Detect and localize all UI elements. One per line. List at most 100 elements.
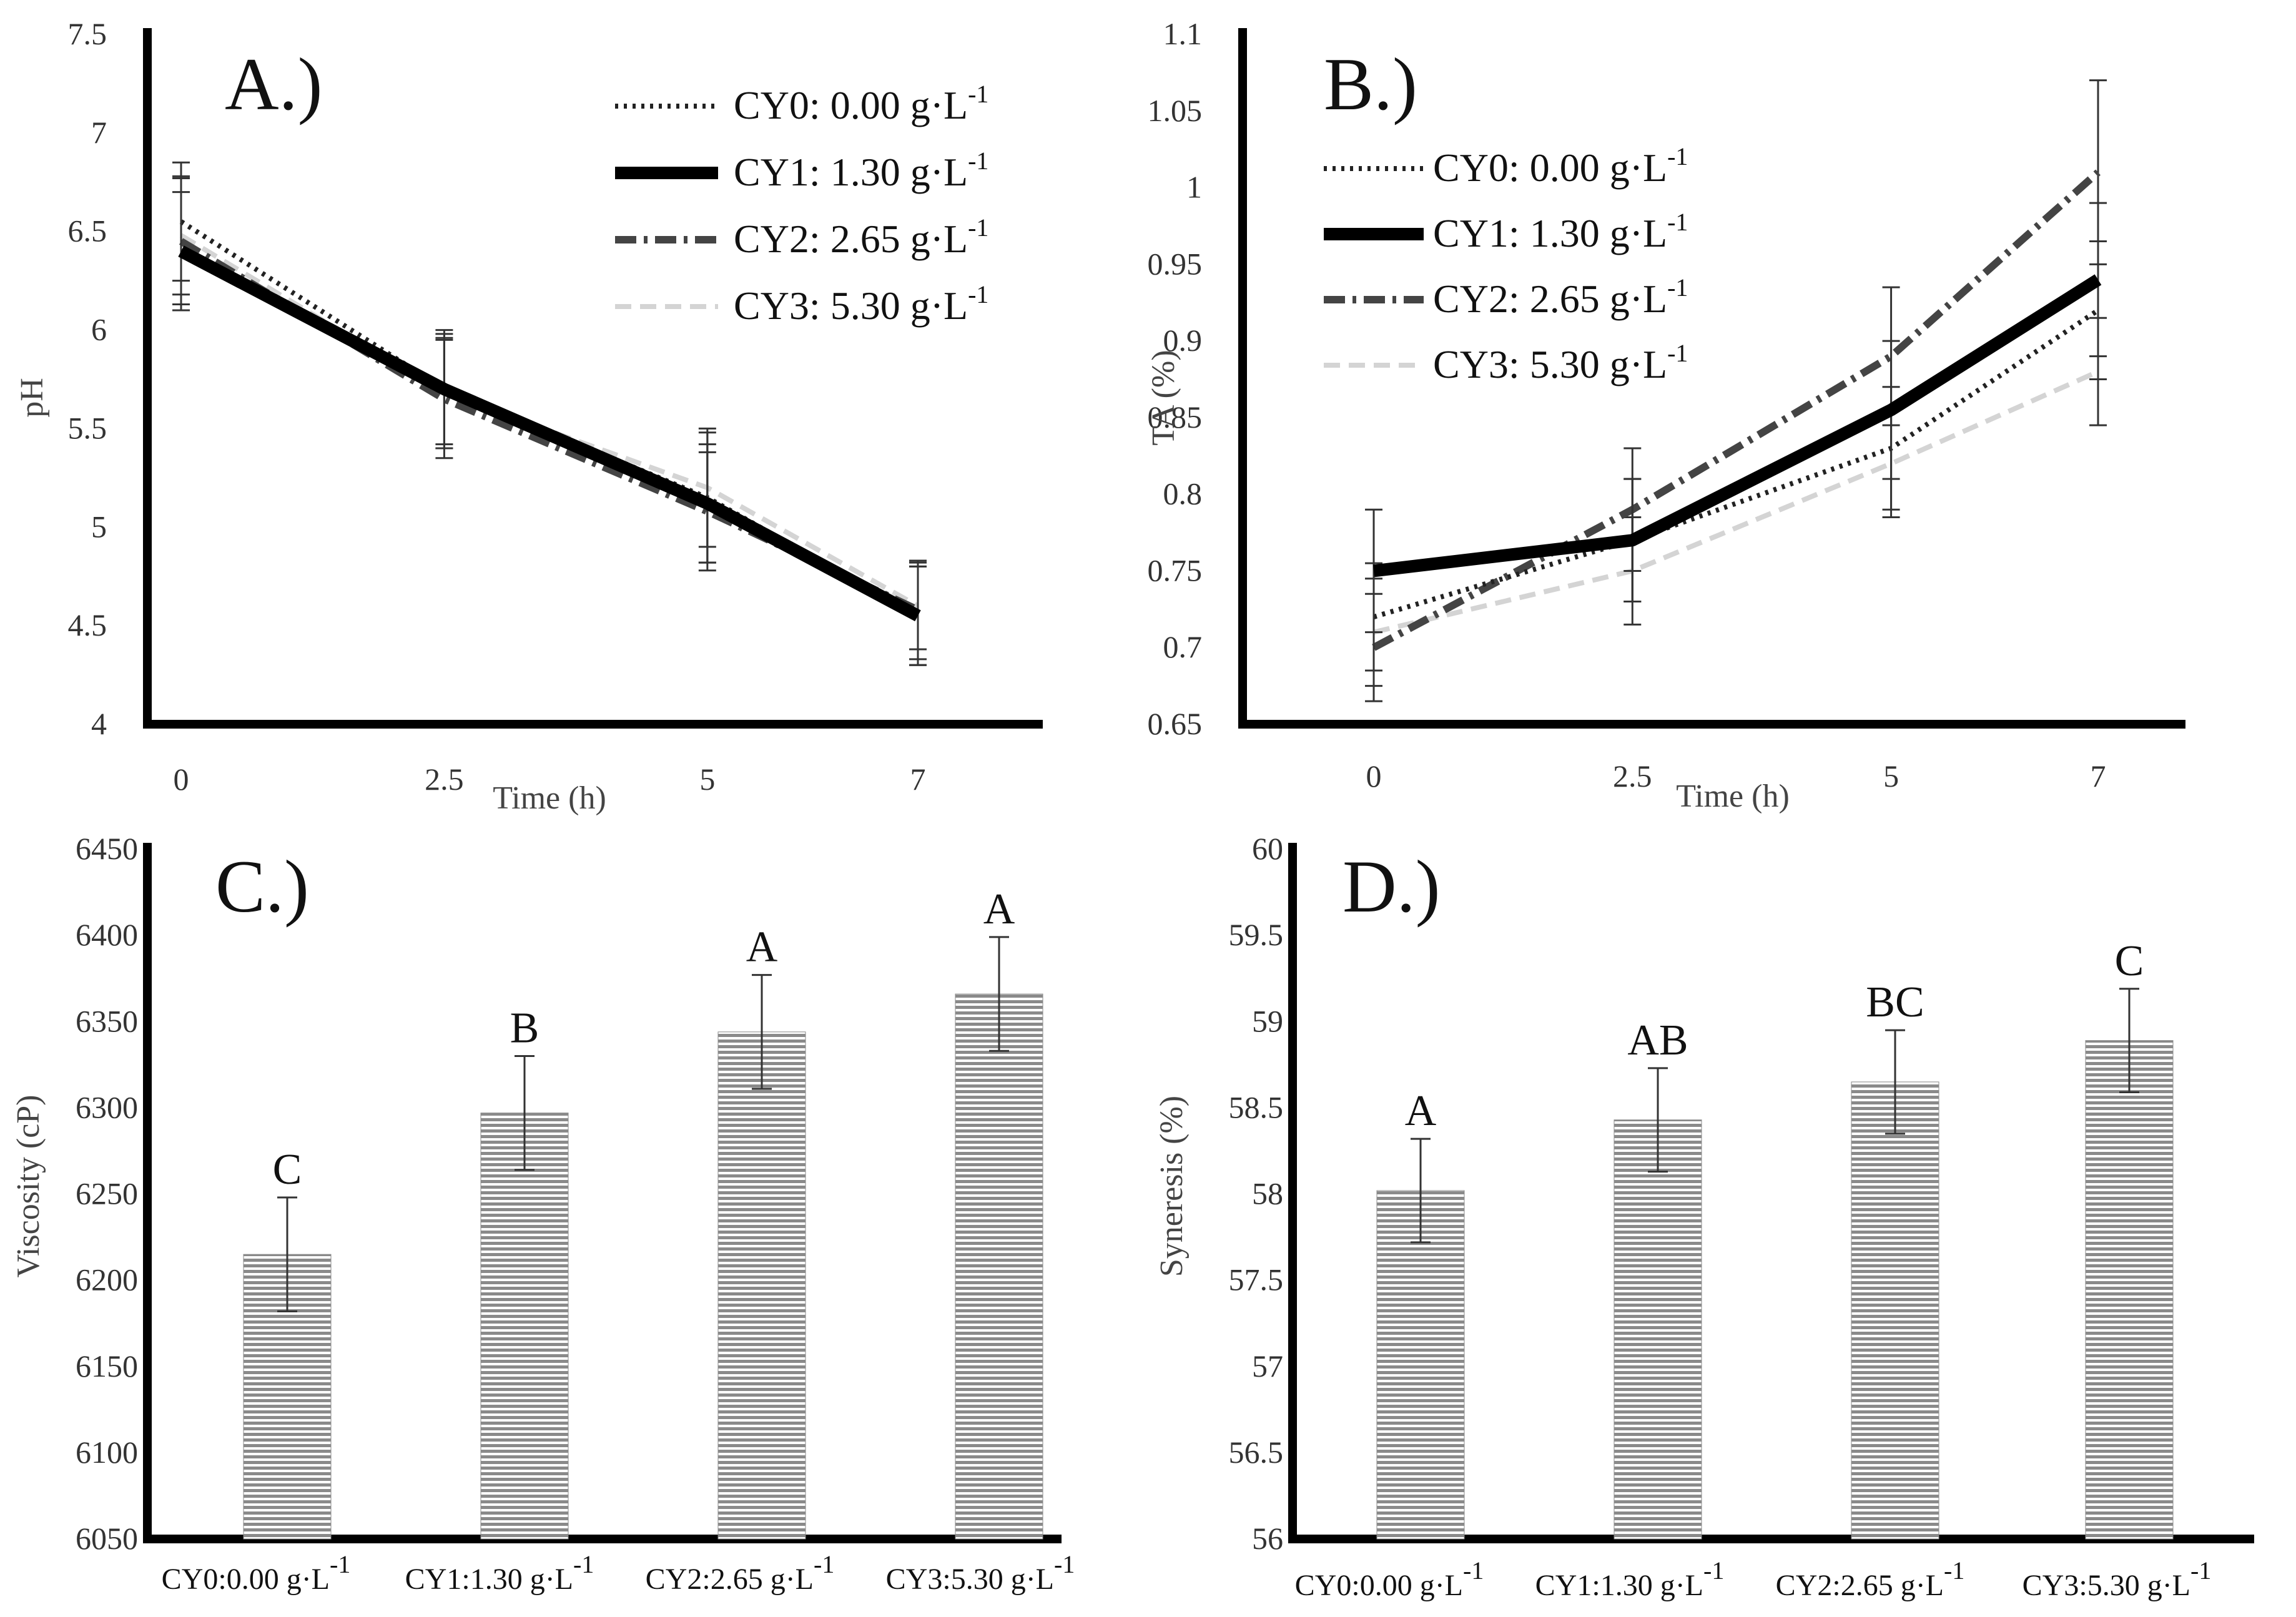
x-tick-label: 2.5 bbox=[425, 762, 464, 797]
legend-label-superscript: -1 bbox=[968, 80, 988, 108]
legend-label: CY2: 2.65 g·L-1 bbox=[734, 214, 988, 261]
x-axis-title: Time (h) bbox=[1676, 779, 1790, 814]
category-label-superscript: -1 bbox=[573, 1550, 594, 1578]
series-line-dashed bbox=[1373, 369, 2099, 635]
y-tick-label: 0.8 bbox=[1163, 476, 1203, 511]
significance-letter: AB bbox=[1627, 1016, 1688, 1064]
y-tick-label: 4 bbox=[91, 706, 107, 741]
y-tick-label: 56 bbox=[1252, 1521, 1283, 1556]
legend-label-text: CY1: 1.30 g·L bbox=[734, 150, 968, 194]
category-label-superscript: -1 bbox=[1703, 1556, 1724, 1585]
y-tick-label: 0.95 bbox=[1148, 246, 1203, 281]
y-tick-label: 6 bbox=[91, 312, 107, 347]
y-tick-label: 56.5 bbox=[1229, 1435, 1284, 1470]
category-label-text: CY3:5.30 g·L bbox=[2023, 1569, 2190, 1602]
legend-label: CY0: 0.00 g·L-1 bbox=[734, 80, 988, 127]
y-tick-label: 7 bbox=[91, 115, 107, 150]
panel-b-line-chart: 0.65 0.7 0.75 0.8 0.85 0.9 0.95 1 1.05 1.1 0 2.5 5 7 T… bbox=[1146, 16, 2185, 814]
y-tick-label: 5.5 bbox=[68, 410, 107, 445]
y-tick-label: 58.5 bbox=[1229, 1089, 1284, 1124]
significance-letter: A bbox=[746, 923, 778, 971]
category-label-superscript: -1 bbox=[1463, 1556, 1484, 1585]
panel-label: A.) bbox=[225, 42, 323, 125]
y-axis-title: Viscosity (cP) bbox=[11, 1095, 46, 1278]
x-tick-label: 0 bbox=[1366, 759, 1382, 794]
y-tick-label: 1.1 bbox=[1163, 16, 1203, 51]
y-tick-label: 57 bbox=[1252, 1349, 1283, 1384]
panel-c-bar-chart: 6050 6100 6150 6200 6250 6300 6350 6400 6450 Visc… bbox=[11, 831, 1075, 1596]
legend-label-text: CY1: 1.30 g·L bbox=[1433, 211, 1667, 255]
x-tick-label: 2.5 bbox=[1613, 759, 1652, 794]
category-label-superscript: -1 bbox=[2190, 1556, 2211, 1585]
x-tick-label: 5 bbox=[699, 762, 715, 797]
legend-label-superscript: -1 bbox=[1667, 142, 1688, 170]
y-tick-label: 6350 bbox=[76, 1003, 138, 1038]
category-label: CY3:5.30 g·L-1 bbox=[886, 1550, 1075, 1596]
y-tick-label: 1 bbox=[1186, 170, 1202, 205]
bar bbox=[480, 1113, 569, 1540]
y-tick-label: 5 bbox=[91, 509, 107, 544]
legend-label-superscript: -1 bbox=[1667, 273, 1688, 302]
y-tick-label: 0.75 bbox=[1148, 553, 1203, 587]
legend-label-text: CY3: 5.30 g·L bbox=[734, 283, 968, 328]
y-tick-label: 57.5 bbox=[1229, 1262, 1284, 1297]
significance-letter: BC bbox=[1866, 978, 1924, 1026]
legend-label-text: CY0: 0.00 g·L bbox=[1433, 145, 1667, 190]
category-label: CY3:5.30 g·L-1 bbox=[2023, 1556, 2212, 1602]
significance-letter: C bbox=[2115, 937, 2144, 985]
y-tick-label: 6450 bbox=[76, 831, 138, 866]
category-label-text: CY1:1.30 g·L bbox=[1535, 1569, 1703, 1602]
bar bbox=[2085, 1040, 2174, 1540]
y-tick-label: 6050 bbox=[76, 1521, 138, 1556]
panel-label: B.) bbox=[1324, 42, 1417, 125]
category-label-superscript: -1 bbox=[814, 1550, 834, 1578]
legend-label-text: CY2: 2.65 g·L bbox=[734, 217, 968, 261]
x-tick-label: 7 bbox=[2091, 759, 2106, 794]
category-label-text: CY2:2.65 g·L bbox=[646, 1563, 814, 1596]
x-tick-label: 0 bbox=[174, 762, 189, 797]
y-tick-label: 60 bbox=[1252, 831, 1283, 866]
bar bbox=[1614, 1119, 1702, 1540]
x-tick-label: 7 bbox=[910, 762, 926, 797]
x-axis-title: Time (h) bbox=[493, 780, 606, 816]
y-tick-label: 6400 bbox=[76, 917, 138, 952]
y-tick-label: 6250 bbox=[76, 1176, 138, 1211]
series-1 bbox=[172, 191, 927, 666]
y-tick-label: 59.5 bbox=[1229, 917, 1284, 952]
y-tick-label: 0.85 bbox=[1148, 400, 1203, 435]
bar bbox=[717, 1031, 806, 1540]
legend-label-text: CY0: 0.00 g·L bbox=[734, 83, 968, 127]
bar bbox=[955, 993, 1043, 1540]
bar bbox=[1851, 1081, 1939, 1540]
y-axis-title: Syneresis (%) bbox=[1154, 1096, 1190, 1277]
category-label-superscript: -1 bbox=[1054, 1550, 1075, 1578]
category-label: CY0:0.00 g·L-1 bbox=[1295, 1556, 1484, 1602]
significance-letter: C bbox=[273, 1146, 302, 1194]
category-label-text: CY2:2.65 g·L bbox=[1776, 1569, 1944, 1602]
category-label: CY2:2.65 g·L-1 bbox=[1776, 1556, 1965, 1602]
y-tick-label: 0.65 bbox=[1148, 706, 1203, 741]
category-label-superscript: -1 bbox=[1944, 1556, 1964, 1585]
legend-label-superscript: -1 bbox=[968, 214, 988, 242]
category-label: CY0:0.00 g·L-1 bbox=[162, 1550, 351, 1596]
x-tick-label: 5 bbox=[1883, 759, 1899, 794]
category-label-text: CY0:0.00 g·L bbox=[1295, 1569, 1463, 1602]
legend-label: CY0: 0.00 g·L-1 bbox=[1433, 142, 1688, 190]
legend-label: CY3: 5.30 g·L-1 bbox=[734, 280, 988, 328]
legend-label: CY1: 1.30 g·L-1 bbox=[1433, 208, 1688, 255]
y-axis-title: TA (%) bbox=[1146, 350, 1181, 445]
y-tick-label: 6.5 bbox=[68, 214, 107, 248]
legend-label: CY3: 5.30 g·L-1 bbox=[1433, 339, 1688, 386]
y-tick-label: 1.05 bbox=[1148, 93, 1203, 128]
category-label-superscript: -1 bbox=[330, 1550, 350, 1578]
category-label-text: CY1:1.30 g·L bbox=[405, 1563, 573, 1596]
series-1 bbox=[1365, 202, 2107, 634]
y-tick-label: 58 bbox=[1252, 1176, 1283, 1211]
legend-label: CY2: 2.65 g·L-1 bbox=[1433, 273, 1688, 321]
panel-a-line-chart: 4 4.5 5 5.5 6 6.5 7 7.5 0 2.5 5 7 pH Time (h) A.) CY0: … bbox=[14, 16, 1043, 816]
y-tick-label: 0.7 bbox=[1163, 629, 1203, 664]
y-tick-label: 6200 bbox=[76, 1262, 138, 1297]
y-tick-label: 6100 bbox=[76, 1435, 138, 1470]
